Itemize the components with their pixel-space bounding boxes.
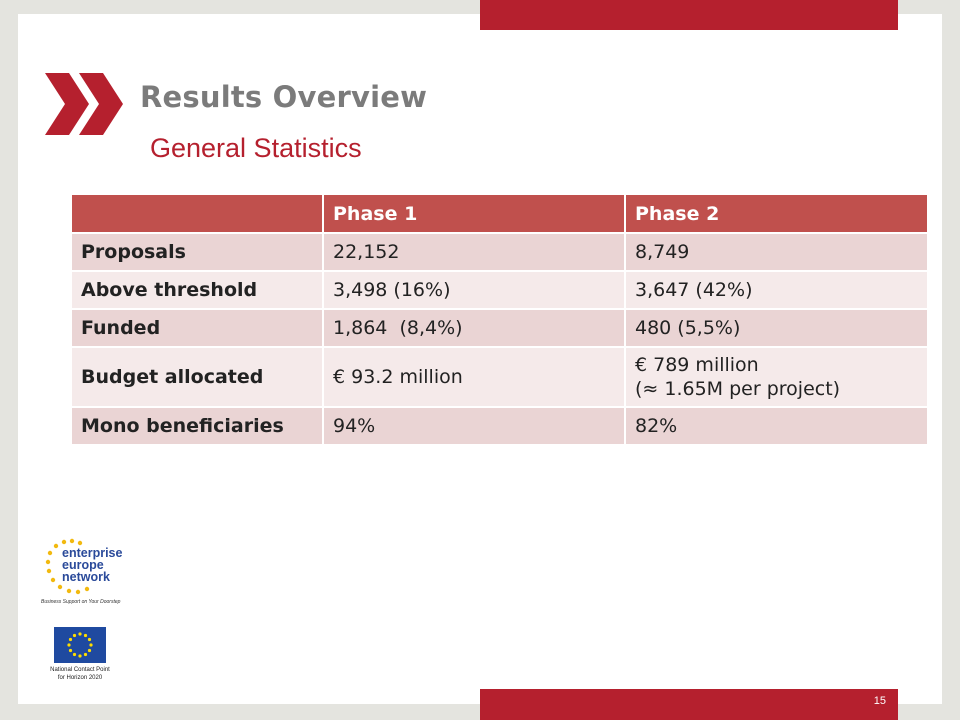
phase-1-value: 22,152 bbox=[322, 232, 626, 272]
table-row: Budget allocated € 93.2 million € 789 mi… bbox=[70, 346, 929, 408]
header-cell-phase-1: Phase 1 bbox=[322, 193, 626, 234]
een-logo-text: enterprise europe network bbox=[62, 546, 123, 584]
eu-star-circle-icon bbox=[67, 632, 93, 658]
een-tagline: Business Support on Your Doorstep bbox=[41, 599, 121, 605]
phase-1-value: 3,498 (16%) bbox=[322, 270, 626, 310]
page-number: 15 bbox=[873, 695, 886, 707]
slide-subtitle: General Statistics bbox=[150, 133, 362, 163]
table-row: Above threshold 3,498 (16%) 3,647 (42%) bbox=[70, 270, 929, 310]
een-line-network: network bbox=[62, 570, 110, 584]
statistics-table: Phase 1 Phase 2 Proposals 22,152 8,749 A… bbox=[70, 193, 929, 446]
table-header-row: Phase 1 Phase 2 bbox=[70, 193, 929, 234]
double-chevron-icon bbox=[45, 73, 123, 135]
slide-title: Results Overview bbox=[140, 80, 428, 114]
bottom-accent-bar: 15 bbox=[480, 689, 898, 720]
row-label: Funded bbox=[70, 308, 324, 348]
ncp-caption: National Contact Point for Horizon 2020 bbox=[38, 666, 122, 682]
phase-1-value: € 93.2 million bbox=[322, 346, 626, 408]
row-label: Proposals bbox=[70, 232, 324, 272]
table-row: Funded 1,864 (8,4%) 480 (5,5%) bbox=[70, 308, 929, 348]
phase-1-value: 94% bbox=[322, 406, 626, 446]
phase-2-value: 8,749 bbox=[624, 232, 929, 272]
een-line-europe: europe bbox=[62, 558, 104, 572]
top-accent-bar bbox=[480, 0, 898, 30]
header-cell-empty bbox=[70, 193, 324, 234]
een-star-ring-icon bbox=[45, 538, 90, 595]
phase-2-value: 480 (5,5%) bbox=[624, 308, 929, 348]
phase-2-value: € 789 million (≈ 1.65M per project) bbox=[624, 346, 929, 408]
phase-1-value: 1,864 (8,4%) bbox=[322, 308, 626, 348]
phase-2-value-line-1: € 789 million bbox=[635, 354, 759, 376]
phase-2-value: 82% bbox=[624, 406, 929, 446]
ncp-line-2: for Horizon 2020 bbox=[57, 675, 103, 681]
ncp-line-1: National Contact Point bbox=[50, 667, 110, 673]
een-line-enterprise: enterprise bbox=[62, 546, 123, 560]
table-row: Proposals 22,152 8,749 bbox=[70, 232, 929, 272]
eu-flag-icon bbox=[54, 627, 106, 663]
row-label: Above threshold bbox=[70, 270, 324, 310]
header-cell-phase-2: Phase 2 bbox=[624, 193, 929, 234]
table-row: Mono beneficiaries 94% 82% bbox=[70, 406, 929, 446]
phase-2-value: 3,647 (42%) bbox=[624, 270, 929, 310]
row-label: Mono beneficiaries bbox=[70, 406, 324, 446]
phase-2-value-line-2: (≈ 1.65M per project) bbox=[635, 378, 841, 400]
row-label: Budget allocated bbox=[70, 346, 324, 408]
